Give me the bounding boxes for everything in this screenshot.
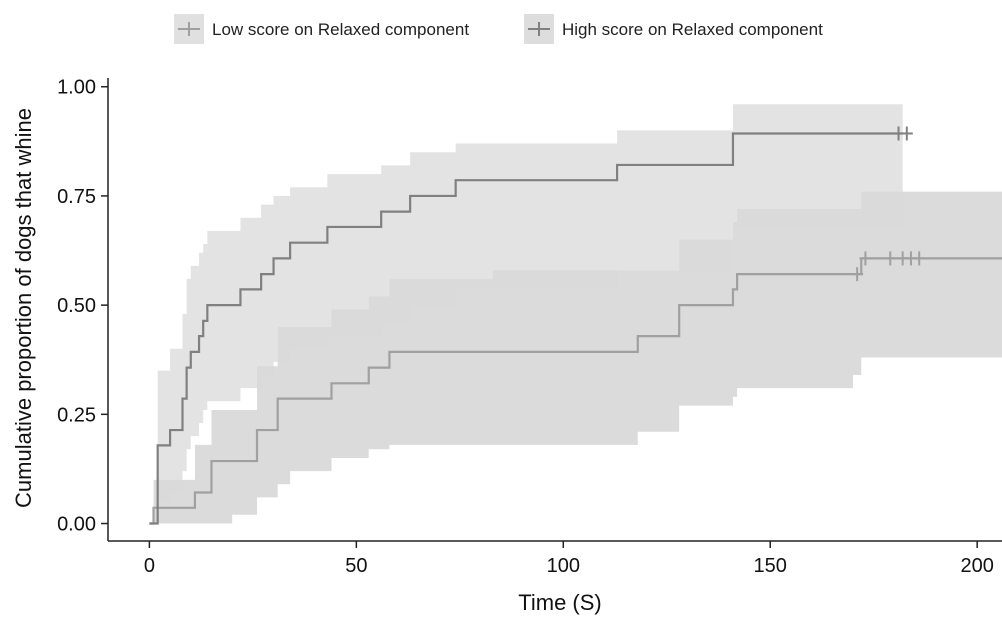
x-axis-title: Time (S) <box>518 590 602 615</box>
x-tick-label: 100 <box>547 555 580 577</box>
censor-mark-high <box>900 126 913 141</box>
x-tick-label: 200 <box>960 555 993 577</box>
y-tick-label: 0.50 <box>57 295 96 317</box>
confidence-band-high <box>149 104 903 524</box>
y-ticks: 0.00 0.25 0.50 0.75 1.00 <box>57 77 108 536</box>
x-ticks: 0 50 100 150 200 <box>144 541 994 577</box>
legend-item-low: Low score on Relaxed component <box>174 14 469 44</box>
legend-label-high: High score on Relaxed component <box>562 20 823 39</box>
censor-mark-low <box>884 251 897 266</box>
y-tick-label: 0.00 <box>57 514 96 536</box>
censor-marks <box>851 126 926 282</box>
legend: Low score on Relaxed component High scor… <box>174 14 823 44</box>
x-tick-label: 150 <box>754 555 787 577</box>
y-tick-label: 0.75 <box>57 186 96 208</box>
survival-line-high <box>149 132 903 525</box>
y-tick-label: 1.00 <box>57 77 96 99</box>
legend-item-high: High score on Relaxed component <box>524 14 823 44</box>
legend-label-low: Low score on Relaxed component <box>212 20 469 39</box>
y-tick-label: 0.25 <box>57 404 96 426</box>
x-tick-label: 0 <box>144 555 155 577</box>
axes: 0.00 0.25 0.50 0.75 1.00 0 50 100 150 200 <box>57 77 1002 577</box>
x-tick-label: 50 <box>345 555 367 577</box>
y-axis-title: Cumulative proportion of dogs that whine <box>11 108 36 508</box>
censor-mark-low <box>851 267 864 282</box>
censor-mark-low <box>913 251 926 266</box>
confidence-bands <box>149 104 1002 524</box>
censor-mark-low <box>859 251 872 266</box>
